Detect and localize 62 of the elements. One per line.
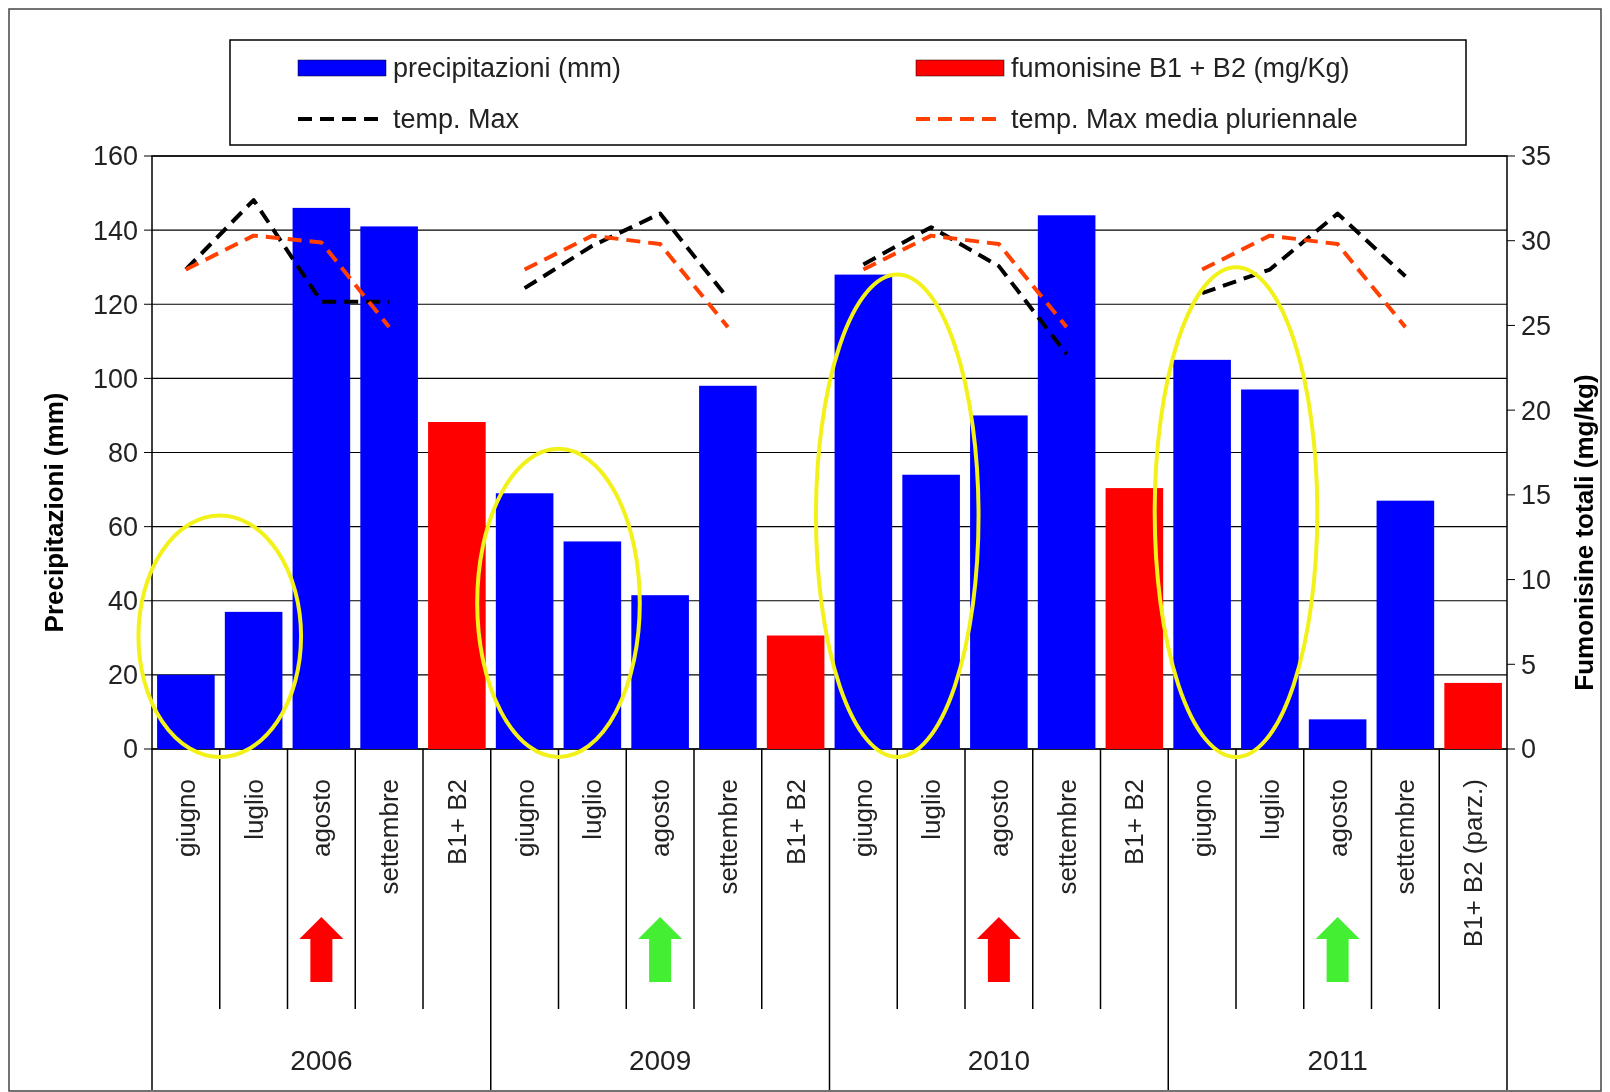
y-tick-label: 20 [107, 660, 138, 691]
x-tick-label: agosto [306, 779, 337, 858]
bar [292, 207, 351, 749]
bar [224, 611, 283, 749]
x-tick-label: luglio [1254, 779, 1285, 840]
x-tick-label: settembre [712, 779, 743, 895]
y2-tick-label: 25 [1521, 310, 1552, 341]
bar [1444, 682, 1502, 749]
text: 2006 [290, 1045, 353, 1076]
x-tick-label: agosto [983, 779, 1014, 858]
x-tick-label: agosto [1322, 779, 1353, 858]
y2-tick-label: 30 [1521, 226, 1552, 257]
x-tick-label: settembre [1390, 779, 1421, 895]
y2-tick-label: 5 [1521, 649, 1537, 680]
x-tick-label: luglio [916, 779, 947, 840]
y-tick-label: 80 [107, 437, 138, 468]
x-tick-label: B1+ B2 [780, 779, 811, 866]
bar [1037, 215, 1096, 749]
bar [360, 226, 418, 749]
bar [1376, 500, 1435, 749]
bar [699, 385, 757, 749]
y-tick-label: 140 [92, 215, 138, 246]
x-tick-label: giugno [509, 779, 540, 858]
bar [902, 474, 960, 749]
legend-label: temp. Max media pluriennale [1011, 104, 1358, 135]
text: 2011 [1307, 1045, 1368, 1076]
y2-tick-label: 10 [1521, 565, 1552, 596]
x-tick-label: settembre [374, 779, 405, 895]
x-tick-label: agosto [645, 779, 676, 858]
y-axis-title: Precipitazioni (mm) [39, 392, 69, 633]
x-tick-label: settembre [1051, 779, 1082, 895]
x-tick-label: B1+ B2 [441, 779, 472, 866]
x-tick-label: luglio [238, 779, 269, 840]
bar [631, 595, 689, 749]
y2-tick-label: 0 [1521, 734, 1537, 765]
legend-label: temp. Max [393, 104, 520, 135]
bar [157, 674, 215, 749]
y-tick-label: 160 [92, 141, 138, 172]
x-tick-label: B1+ B2 (parz.) [1458, 779, 1489, 948]
x-tick-label: luglio [577, 779, 608, 840]
x-tick-label: giugno [1187, 779, 1218, 858]
x-tick-label: giugno [170, 779, 201, 858]
y-tick-label: 40 [107, 586, 138, 617]
x-tick-label: giugno [848, 779, 879, 858]
y2-tick-label: 15 [1521, 480, 1552, 511]
y-tick-label: 60 [107, 512, 138, 543]
y-tick-label: 0 [122, 734, 138, 765]
bar [1241, 389, 1299, 749]
bar [766, 635, 825, 749]
bar [563, 541, 622, 749]
y2-tick-label: 20 [1521, 395, 1552, 426]
y2-tick-label: 35 [1521, 141, 1552, 172]
legend-label: fumonisine B1 + B2 (mg/Kg) [1011, 53, 1350, 84]
y2-axis-title: Fumonisine totali (mg/kg) [1569, 374, 1599, 691]
bar [1308, 719, 1367, 749]
text: 2010 [967, 1045, 1031, 1076]
y-tick-label: 120 [92, 289, 138, 320]
y-tick-label: 100 [92, 363, 138, 394]
legend-label: precipitazioni (mm) [393, 53, 622, 84]
bar [1105, 488, 1164, 749]
x-tick-label: B1+ B2 [1119, 779, 1150, 866]
text: 2009 [628, 1045, 692, 1076]
